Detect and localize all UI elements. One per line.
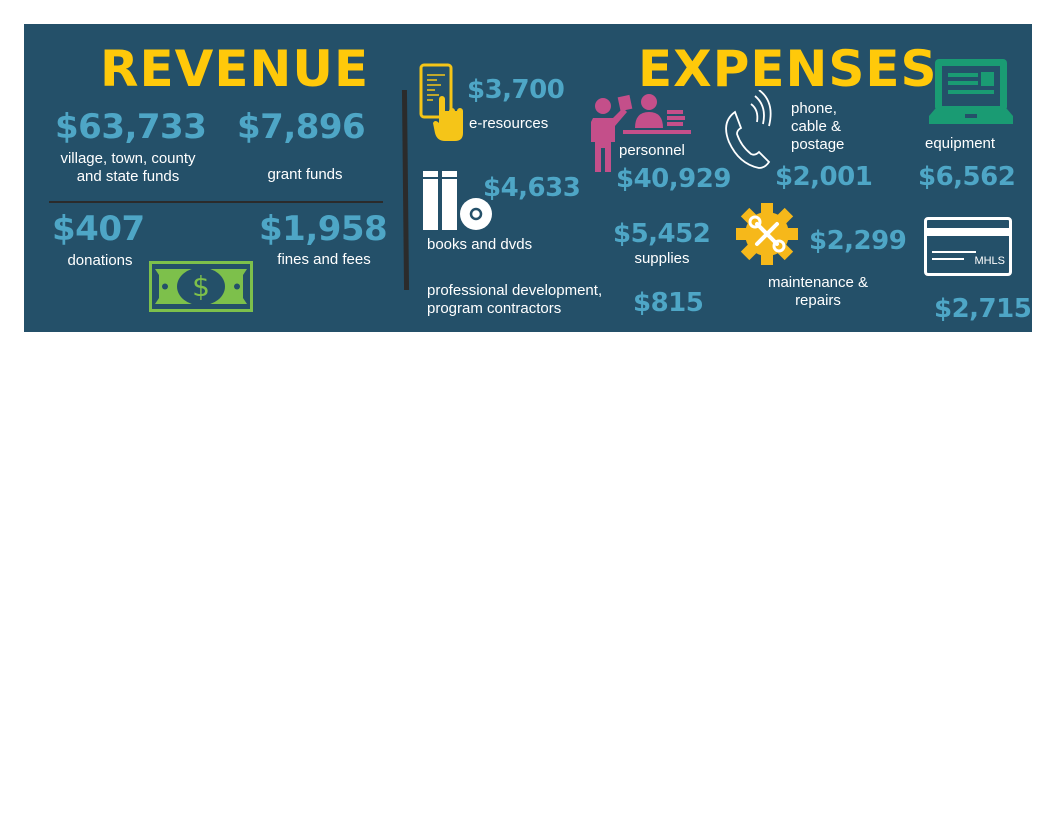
phone-label: phone, cable & postage (791, 100, 844, 154)
revenue-fines-amount: $1,958 (259, 209, 388, 249)
personnel-label: personnel (619, 142, 685, 159)
equipment-label: equipment (925, 135, 996, 152)
revenue-title: REVENUE (100, 40, 370, 98)
professional-amount: $815 (633, 288, 704, 318)
label-line: postage (791, 136, 845, 153)
equipment-amount: $6,562 (918, 162, 1016, 192)
revenue-grant-label: grant funds (267, 166, 343, 183)
maintenance-label: maintenance & repairs (758, 274, 878, 310)
books-label: books and dvds (427, 236, 533, 253)
supplies-label: supplies (634, 250, 690, 267)
gear-tools-icon (736, 203, 798, 265)
revenue-donations-amount: $407 (52, 209, 145, 249)
card-text: MHLS (974, 255, 1005, 267)
mhls-amount: $2,715 (934, 294, 1032, 324)
revenue-government-label: village, town, county and state funds (28, 150, 228, 186)
professional-label: professional development, program contra… (427, 282, 602, 318)
revenue-fines-label: fines and fees (277, 251, 371, 268)
maintenance-amount: $2,299 (809, 226, 907, 256)
supplies-amount: $5,452 (613, 219, 711, 249)
phone-icon (725, 90, 772, 169)
label-line: professional development, (427, 282, 603, 299)
eresources-amount: $3,700 (467, 75, 565, 105)
card-stripe (927, 228, 1009, 236)
books-dvd-icon (423, 171, 492, 230)
label-line: phone, (791, 100, 837, 117)
revenue-grant-amount: $7,896 (237, 107, 366, 147)
revenue-donations-label: donations (67, 252, 133, 269)
label-line: maintenance & (767, 274, 869, 291)
label-line: repairs (795, 292, 841, 309)
mhls-card-icon: MHLS (924, 217, 1012, 276)
label-line: village, town, county (60, 150, 196, 167)
dollar-symbol: $ (192, 270, 210, 303)
card-line (932, 258, 964, 260)
money-bill-icon: $ (149, 261, 253, 312)
label-line: cable & (791, 118, 842, 135)
label-line: program contractors (427, 300, 562, 317)
eresources-label: e-resources (469, 115, 549, 132)
phone-amount: $2,001 (775, 162, 873, 192)
personnel-amount: $40,929 (616, 164, 731, 194)
tablet-touch-icon (419, 63, 463, 141)
personnel-icon (591, 94, 691, 172)
label-line: and state funds (76, 168, 180, 185)
books-amount: $4,633 (483, 173, 581, 203)
expenses-title: EXPENSES (638, 40, 938, 98)
revenue-government-amount: $63,733 (55, 107, 207, 147)
revenue-divider (49, 201, 383, 203)
card-line (932, 251, 976, 253)
laptop-icon (929, 59, 1013, 124)
